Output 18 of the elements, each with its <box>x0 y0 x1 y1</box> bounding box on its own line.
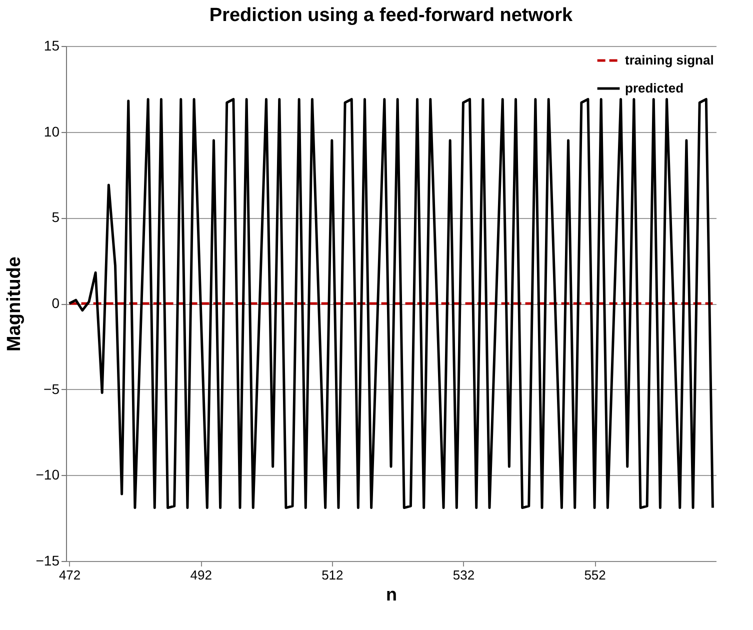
y-tick-label: −5 <box>44 380 60 397</box>
line-series <box>68 98 714 510</box>
y-axis-title: Magnitude <box>4 256 25 352</box>
x-tick-label: 472 <box>58 568 81 582</box>
x-tick-label: 532 <box>452 568 475 582</box>
y-tick-label: 10 <box>44 123 60 140</box>
x-tick-label: 492 <box>190 568 212 582</box>
legend-label: predicted <box>625 80 684 96</box>
y-tick-label: 15 <box>44 38 60 54</box>
x-tick-label: 512 <box>322 568 344 582</box>
legend-label: training signal <box>625 52 714 68</box>
y-tick-label: −10 <box>36 466 60 483</box>
y-tick-label: 0 <box>52 295 60 311</box>
chart-title: Prediction using a feed-forward network <box>209 5 574 26</box>
x-axis-title: n <box>386 584 397 604</box>
y-tick-label: −15 <box>36 552 60 568</box>
x-tick-label: 552 <box>584 568 606 582</box>
y-tick-label: 5 <box>52 209 60 226</box>
